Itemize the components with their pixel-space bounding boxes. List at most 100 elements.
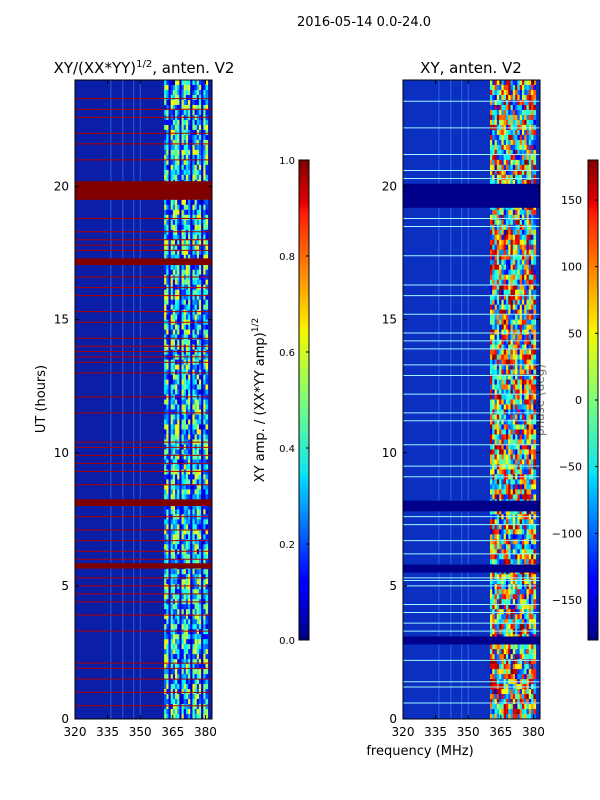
heatmap-cell bbox=[164, 579, 167, 585]
heatmap-cell bbox=[172, 639, 176, 645]
heatmap-cell bbox=[170, 414, 174, 420]
heatmap-cell bbox=[179, 464, 182, 470]
heatmap-cell bbox=[188, 339, 191, 345]
heatmap-cell bbox=[489, 109, 493, 116]
heatmap-cell bbox=[203, 434, 206, 440]
heatmap-cell bbox=[192, 604, 196, 610]
heatmap-cell bbox=[179, 624, 182, 630]
heatmap-cell bbox=[521, 429, 525, 435]
heatmap-cell bbox=[194, 534, 198, 540]
heatmap-cell bbox=[505, 459, 509, 465]
heatmap-cell bbox=[510, 449, 514, 455]
heatmap-cell bbox=[521, 239, 525, 246]
heatmap-cell bbox=[192, 144, 196, 151]
heatmap-cell bbox=[526, 84, 530, 91]
heatmap-cell bbox=[510, 664, 514, 670]
heatmap-cell bbox=[183, 519, 187, 525]
heatmap-cell bbox=[201, 654, 204, 660]
heatmap-cell bbox=[505, 544, 509, 550]
heatmap-cell bbox=[198, 489, 202, 495]
heatmap-cell bbox=[198, 684, 202, 690]
heatmap-cell bbox=[526, 424, 530, 430]
heatmap-cell bbox=[524, 259, 527, 266]
heatmap-cell bbox=[172, 654, 176, 660]
heatmap-cell bbox=[515, 119, 518, 126]
heatmap-cell bbox=[515, 579, 518, 585]
heatmap-cell bbox=[517, 269, 521, 276]
colorbar-tick-label: 0.2 bbox=[279, 540, 295, 551]
heatmap-cell bbox=[492, 689, 495, 695]
heatmap-cell bbox=[517, 119, 521, 126]
heatmap-cell bbox=[508, 589, 511, 595]
heatmap-cell bbox=[519, 80, 523, 86]
heatmap-cell bbox=[517, 674, 521, 680]
heatmap-cell bbox=[181, 469, 185, 475]
heatmap-cell bbox=[496, 349, 500, 355]
heatmap-cell bbox=[168, 324, 172, 331]
heatmap-cell bbox=[185, 704, 189, 710]
heatmap-cell bbox=[172, 109, 176, 116]
heatmap-cell bbox=[179, 89, 182, 96]
heatmap-cell bbox=[528, 294, 532, 301]
heatmap-cell bbox=[168, 399, 172, 405]
heatmap-cell bbox=[492, 314, 495, 321]
heatmap-cell bbox=[198, 509, 202, 515]
heatmap-cell bbox=[496, 224, 500, 231]
heatmap-cell bbox=[499, 309, 502, 316]
heatmap-cell bbox=[188, 109, 191, 116]
heatmap-cell bbox=[501, 359, 505, 365]
heatmap-cell bbox=[503, 304, 507, 311]
heatmap-cell bbox=[188, 279, 191, 286]
heatmap-cell bbox=[524, 179, 527, 186]
heatmap-cell bbox=[177, 254, 180, 261]
heatmap-cell bbox=[179, 224, 182, 231]
heatmap-cell bbox=[524, 234, 527, 241]
heatmap-cell bbox=[492, 604, 495, 610]
heatmap-cell bbox=[185, 159, 189, 166]
heatmap-cell bbox=[510, 354, 514, 360]
heatmap-cell bbox=[194, 594, 198, 600]
heatmap-cell bbox=[183, 544, 187, 550]
heatmap-cell bbox=[512, 689, 516, 695]
heatmap-cell bbox=[503, 84, 507, 91]
heatmap-cell bbox=[205, 429, 209, 435]
heatmap-cell bbox=[203, 554, 206, 560]
heatmap-cell bbox=[501, 80, 505, 86]
heatmap-cell bbox=[198, 134, 202, 141]
heatmap-cell bbox=[510, 174, 514, 181]
heatmap-cell bbox=[179, 549, 182, 555]
heatmap-cell bbox=[512, 269, 516, 276]
heatmap-cell bbox=[503, 529, 507, 535]
heatmap-cell bbox=[201, 344, 204, 350]
heatmap-cell bbox=[528, 309, 532, 316]
heatmap-cell bbox=[508, 714, 511, 719]
heatmap-cell bbox=[510, 289, 514, 296]
heatmap-cell bbox=[521, 394, 525, 400]
heatmap-cell bbox=[164, 484, 167, 490]
heatmap-cell bbox=[492, 439, 495, 445]
heatmap-cell bbox=[499, 249, 502, 256]
heatmap-cell bbox=[503, 314, 507, 321]
heatmap-cell bbox=[183, 709, 187, 715]
heatmap-cell bbox=[512, 484, 516, 490]
heatmap-cell bbox=[492, 654, 495, 660]
heatmap-cell bbox=[166, 699, 169, 705]
heatmap-cell bbox=[175, 369, 178, 375]
heatmap-cell bbox=[512, 119, 516, 126]
heatmap-cell bbox=[194, 544, 198, 550]
heatmap-cell bbox=[172, 449, 176, 455]
heatmap-cell bbox=[198, 689, 202, 695]
heatmap-cell bbox=[196, 434, 200, 440]
heatmap-cell bbox=[503, 384, 507, 390]
heatmap-cell bbox=[526, 269, 530, 276]
heatmap-cell bbox=[166, 424, 169, 430]
heatmap-cell bbox=[190, 409, 193, 415]
heatmap-cell bbox=[505, 229, 509, 236]
heatmap-cell bbox=[188, 464, 191, 470]
heatmap-cell bbox=[168, 634, 172, 640]
heatmap-cell bbox=[168, 374, 172, 380]
amplitude-panel-title: XY/(XX*YY)1/2, anten. V2 bbox=[54, 59, 235, 77]
heatmap-cell bbox=[512, 404, 516, 410]
heatmap-cell bbox=[528, 429, 532, 435]
heatmap-cell bbox=[494, 494, 498, 500]
